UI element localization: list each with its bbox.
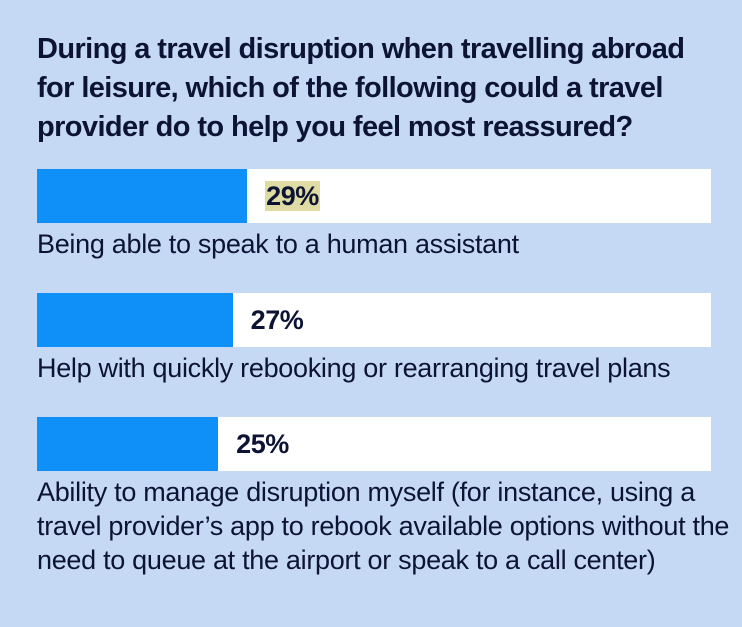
category-label: Help with quickly rebooking or rearrangi… bbox=[37, 353, 671, 383]
bar-item: 27% Help with quickly rebooking or rearr… bbox=[37, 293, 711, 385]
bar-track: 27% bbox=[37, 293, 711, 347]
bar-item: 25% Ability to manage disruption myself … bbox=[37, 417, 729, 577]
category-label: Being able to speak to a human assistant bbox=[37, 229, 519, 259]
data-label: 25% bbox=[236, 429, 289, 459]
data-label: 27% bbox=[250, 305, 304, 335]
data-label: 29% bbox=[265, 181, 320, 211]
bar bbox=[37, 293, 233, 347]
bar-track: 25% bbox=[37, 417, 711, 471]
bar bbox=[37, 417, 219, 471]
bar bbox=[37, 169, 248, 223]
bar-item: 29% Being able to speak to a human assis… bbox=[37, 169, 711, 261]
chart-title: During a travel disruption when travelli… bbox=[37, 33, 685, 143]
bar-track: 29% bbox=[37, 169, 711, 223]
category-label: Ability to manage disruption myself (for… bbox=[37, 477, 730, 575]
